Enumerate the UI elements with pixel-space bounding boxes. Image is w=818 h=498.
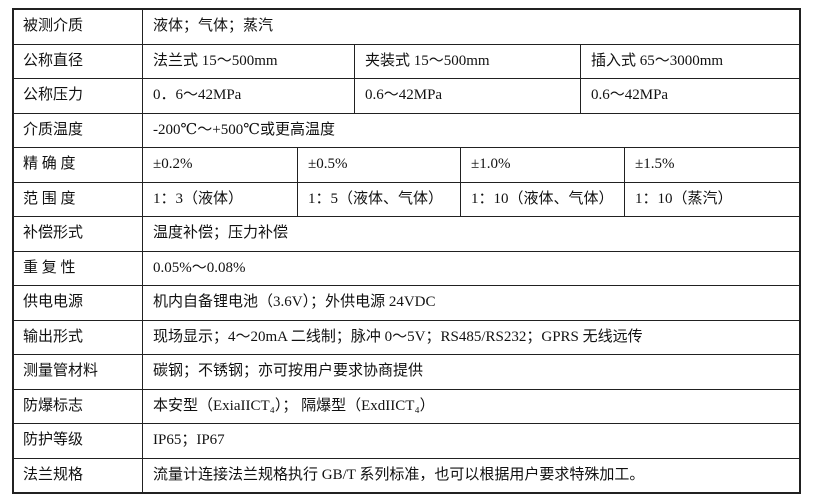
- cell-output-form: 现场显示；4～20mA 二线制；脉冲 0～5V；RS485/RS232；GPRS…: [142, 320, 799, 354]
- cell-accuracy-3: ±1.0%: [460, 148, 624, 182]
- table-row-tube-material: 测量管材料 碳钢；不锈钢；亦可按用户要求协商提供: [14, 354, 799, 389]
- table-row-explosion-proof-marking: 防爆标志 本安型（ExiaIICT₄）； 隔爆型（ExdIICT₄）: [14, 388, 799, 423]
- cell-measured-medium: 液体；气体；蒸汽: [142, 10, 799, 44]
- row-label-tube-material: 测量管材料: [23, 363, 99, 380]
- cell-rangeability-2: 1：5（液体、气体）: [297, 182, 460, 216]
- cell-compensation: 温度补偿；压力补偿: [142, 217, 799, 251]
- row-label-compensation: 补偿形式: [23, 225, 84, 242]
- cell-rangeability-1: 1：3（液体）: [142, 182, 297, 216]
- table-row-compensation: 补偿形式 温度补偿；压力补偿: [14, 216, 799, 251]
- row-label-measured-medium: 被测介质: [23, 18, 84, 35]
- row-label-nominal-pressure: 公称压力: [23, 87, 84, 104]
- row-label-medium-temperature: 介质温度: [23, 121, 84, 138]
- table-row-power-supply: 供电电源 机内自备锂电池（3.6V）；外供电源 24VDC: [14, 285, 799, 320]
- table-row-measured-medium: 被测介质 液体；气体；蒸汽: [14, 10, 799, 44]
- cell-protection-rating: IP65；IP67: [142, 424, 799, 458]
- cell-diameter-insertion: 插入式 65～3000mm: [580, 44, 799, 78]
- row-label-nominal-diameter: 公称直径: [23, 52, 84, 69]
- row-label-rangeability: 范 围 度: [23, 190, 76, 207]
- row-label-protection-rating: 防护等级: [23, 432, 84, 449]
- cell-diameter-wafer: 夹装式 15～500mm: [354, 44, 580, 78]
- table-row-protection-rating: 防护等级 IP65；IP67: [14, 423, 799, 458]
- cell-accuracy-1: ±0.2%: [142, 148, 297, 182]
- cell-power-supply: 机内自备锂电池（3.6V）；外供电源 24VDC: [142, 286, 799, 320]
- row-label-repeatability: 重 复 性: [23, 259, 76, 276]
- table-row-accuracy: 精 确 度 ±0.2% ±0.5% ±1.0% ±1.5%: [14, 147, 799, 182]
- cell-accuracy-2: ±0.5%: [297, 148, 460, 182]
- cell-pressure-flange: 0．6～42MPa: [142, 79, 354, 113]
- table-row-flange-spec: 法兰规格 流量计连接法兰规格执行 GB/T 系列标准，也可以根据用户要求特殊加工…: [14, 457, 799, 492]
- table-row-repeatability: 重 复 性 0.05%～0.08%: [14, 250, 799, 285]
- row-label-flange-spec: 法兰规格: [23, 466, 84, 483]
- table-row-nominal-diameter: 公称直径 法兰式 15～500mm 夹装式 15～500mm 插入式 65～30…: [14, 43, 799, 78]
- cell-tube-material: 碳钢；不锈钢；亦可按用户要求协商提供: [142, 355, 799, 389]
- cell-medium-temperature: -200℃～+500℃或更高温度: [142, 113, 799, 147]
- row-label-output-form: 输出形式: [23, 328, 84, 345]
- cell-accuracy-4: ±1.5%: [624, 148, 799, 182]
- cell-diameter-flange: 法兰式 15～500mm: [142, 44, 354, 78]
- cell-flange-spec: 流量计连接法兰规格执行 GB/T 系列标准，也可以根据用户要求特殊加工。: [142, 458, 799, 492]
- cell-explosion-proof-marking: 本安型（ExiaIICT₄）； 隔爆型（ExdIICT₄）: [142, 389, 799, 423]
- cell-pressure-wafer: 0.6～42MPa: [354, 79, 580, 113]
- row-label-power-supply: 供电电源: [23, 294, 84, 311]
- table-row-rangeability: 范 围 度 1：3（液体） 1：5（液体、气体） 1：10（液体、气体） 1：1…: [14, 181, 799, 216]
- row-label-explosion-proof-marking: 防爆标志: [23, 397, 84, 414]
- row-label-accuracy: 精 确 度: [23, 156, 76, 173]
- cell-rangeability-3: 1：10（液体、气体）: [460, 182, 624, 216]
- table-row-nominal-pressure: 公称压力 0．6～42MPa 0.6～42MPa 0.6～42MPa: [14, 78, 799, 113]
- cell-pressure-insertion: 0.6～42MPa: [580, 79, 799, 113]
- spec-table: 被测介质 液体；气体；蒸汽 公称直径 法兰式 15～500mm 夹装式 15～5…: [12, 8, 801, 494]
- table-row-output-form: 输出形式 现场显示；4～20mA 二线制；脉冲 0～5V；RS485/RS232…: [14, 319, 799, 354]
- cell-rangeability-4: 1：10（蒸汽）: [624, 182, 799, 216]
- table-row-medium-temperature: 介质温度 -200℃～+500℃或更高温度: [14, 112, 799, 147]
- cell-repeatability: 0.05%～0.08%: [142, 251, 799, 285]
